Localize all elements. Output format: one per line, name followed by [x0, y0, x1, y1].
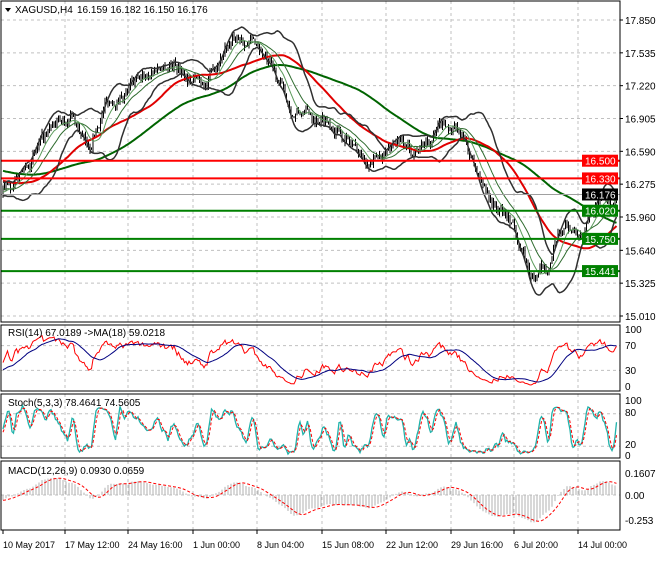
x-tick-label: 24 May 16:00 [128, 540, 183, 550]
stoch-main-line [2, 403, 618, 456]
current-price-tag [582, 188, 618, 201]
chart-header: XAGUSD,H4 16.159 16.182 16.150 16.176 [5, 5, 208, 16]
level-tag [582, 204, 618, 217]
y-tick-label: 15.325 [625, 279, 656, 290]
stoch-signal-line [2, 406, 617, 454]
x-tick-label: 6 Jul 20:00 [514, 540, 558, 550]
x-tick-label: 22 Jun 12:00 [386, 540, 438, 550]
y-tick-label: -0.253 [625, 516, 654, 527]
y-tick-label: 100 [625, 325, 642, 336]
y-tick-label: 0 [625, 451, 631, 462]
x-tick-label: 29 Jun 16:00 [451, 540, 503, 550]
y-tick-label: 15.010 [625, 312, 656, 323]
y-tick-label: 0.00 [625, 491, 645, 502]
y-tick-label: 30 [625, 366, 637, 377]
moving-average-short [2, 39, 617, 275]
macd-signal-line [2, 477, 617, 522]
bollinger-upper [2, 26, 617, 256]
x-tick-label: 10 May 2017 [3, 540, 55, 550]
sto-panel-frame [0, 393, 621, 459]
dropdown-triangle-icon[interactable] [5, 8, 11, 12]
y-tick-label: 17.850 [625, 16, 656, 27]
level-label: 15.750 [585, 235, 616, 246]
y-tick-label: 15.640 [625, 246, 656, 257]
stoch-title: Stoch(5,3,3) 78.4641 74.5605 [8, 398, 141, 409]
level-tag [582, 172, 618, 185]
y-tick-label: 16.590 [625, 147, 656, 158]
level-tag [582, 154, 618, 167]
y-tick-label: 17.220 [625, 82, 656, 93]
bollinger-lower [2, 46, 618, 296]
y-tick-label: 20 [625, 440, 637, 451]
level-tag [582, 265, 618, 278]
y-tick-label: 17.535 [625, 49, 656, 60]
rsi-line [2, 334, 617, 386]
moving-average-red [2, 54, 618, 250]
rsi-ma-line [2, 338, 617, 383]
rsi-panel-frame [0, 324, 621, 392]
current-price-label: 16.176 [585, 190, 616, 201]
level-label: 16.020 [585, 207, 616, 218]
y-tick-label: 16.905 [625, 114, 656, 125]
x-tick-label: 8 Jun 04:00 [257, 540, 304, 550]
y-tick-label: 100 [625, 396, 642, 407]
x-tick-label: 1 Jun 00:00 [193, 540, 240, 550]
y-tick-label: 80 [625, 408, 637, 419]
rsi-title: RSI(14) 67.0189 ->MA(18) 59.0218 [8, 328, 165, 339]
macd-title: MACD(12,26,9) 0.0930 0.0659 [8, 466, 145, 477]
x-tick-label: 14 Jul 00:00 [578, 540, 627, 550]
y-tick-label: 0.1607 [625, 469, 656, 480]
ohlc-label: 16.159 16.182 16.150 16.176 [77, 5, 208, 16]
x-tick-label: 15 Jun 08:00 [322, 540, 374, 550]
y-tick-label: 70 [625, 341, 637, 352]
y-tick-label: 0 [625, 382, 631, 393]
level-label: 16.500 [585, 157, 616, 168]
y-tick-label: 15.960 [625, 213, 656, 224]
y-tick-label: 16.275 [625, 180, 656, 191]
level-label: 16.330 [585, 174, 616, 185]
x-tick-label: 17 May 12:00 [65, 540, 120, 550]
level-label: 15.441 [585, 267, 616, 278]
main-panel-frame [0, 0, 621, 323]
level-tag [582, 232, 618, 245]
symbol-label: XAGUSD,H4 [15, 5, 73, 16]
